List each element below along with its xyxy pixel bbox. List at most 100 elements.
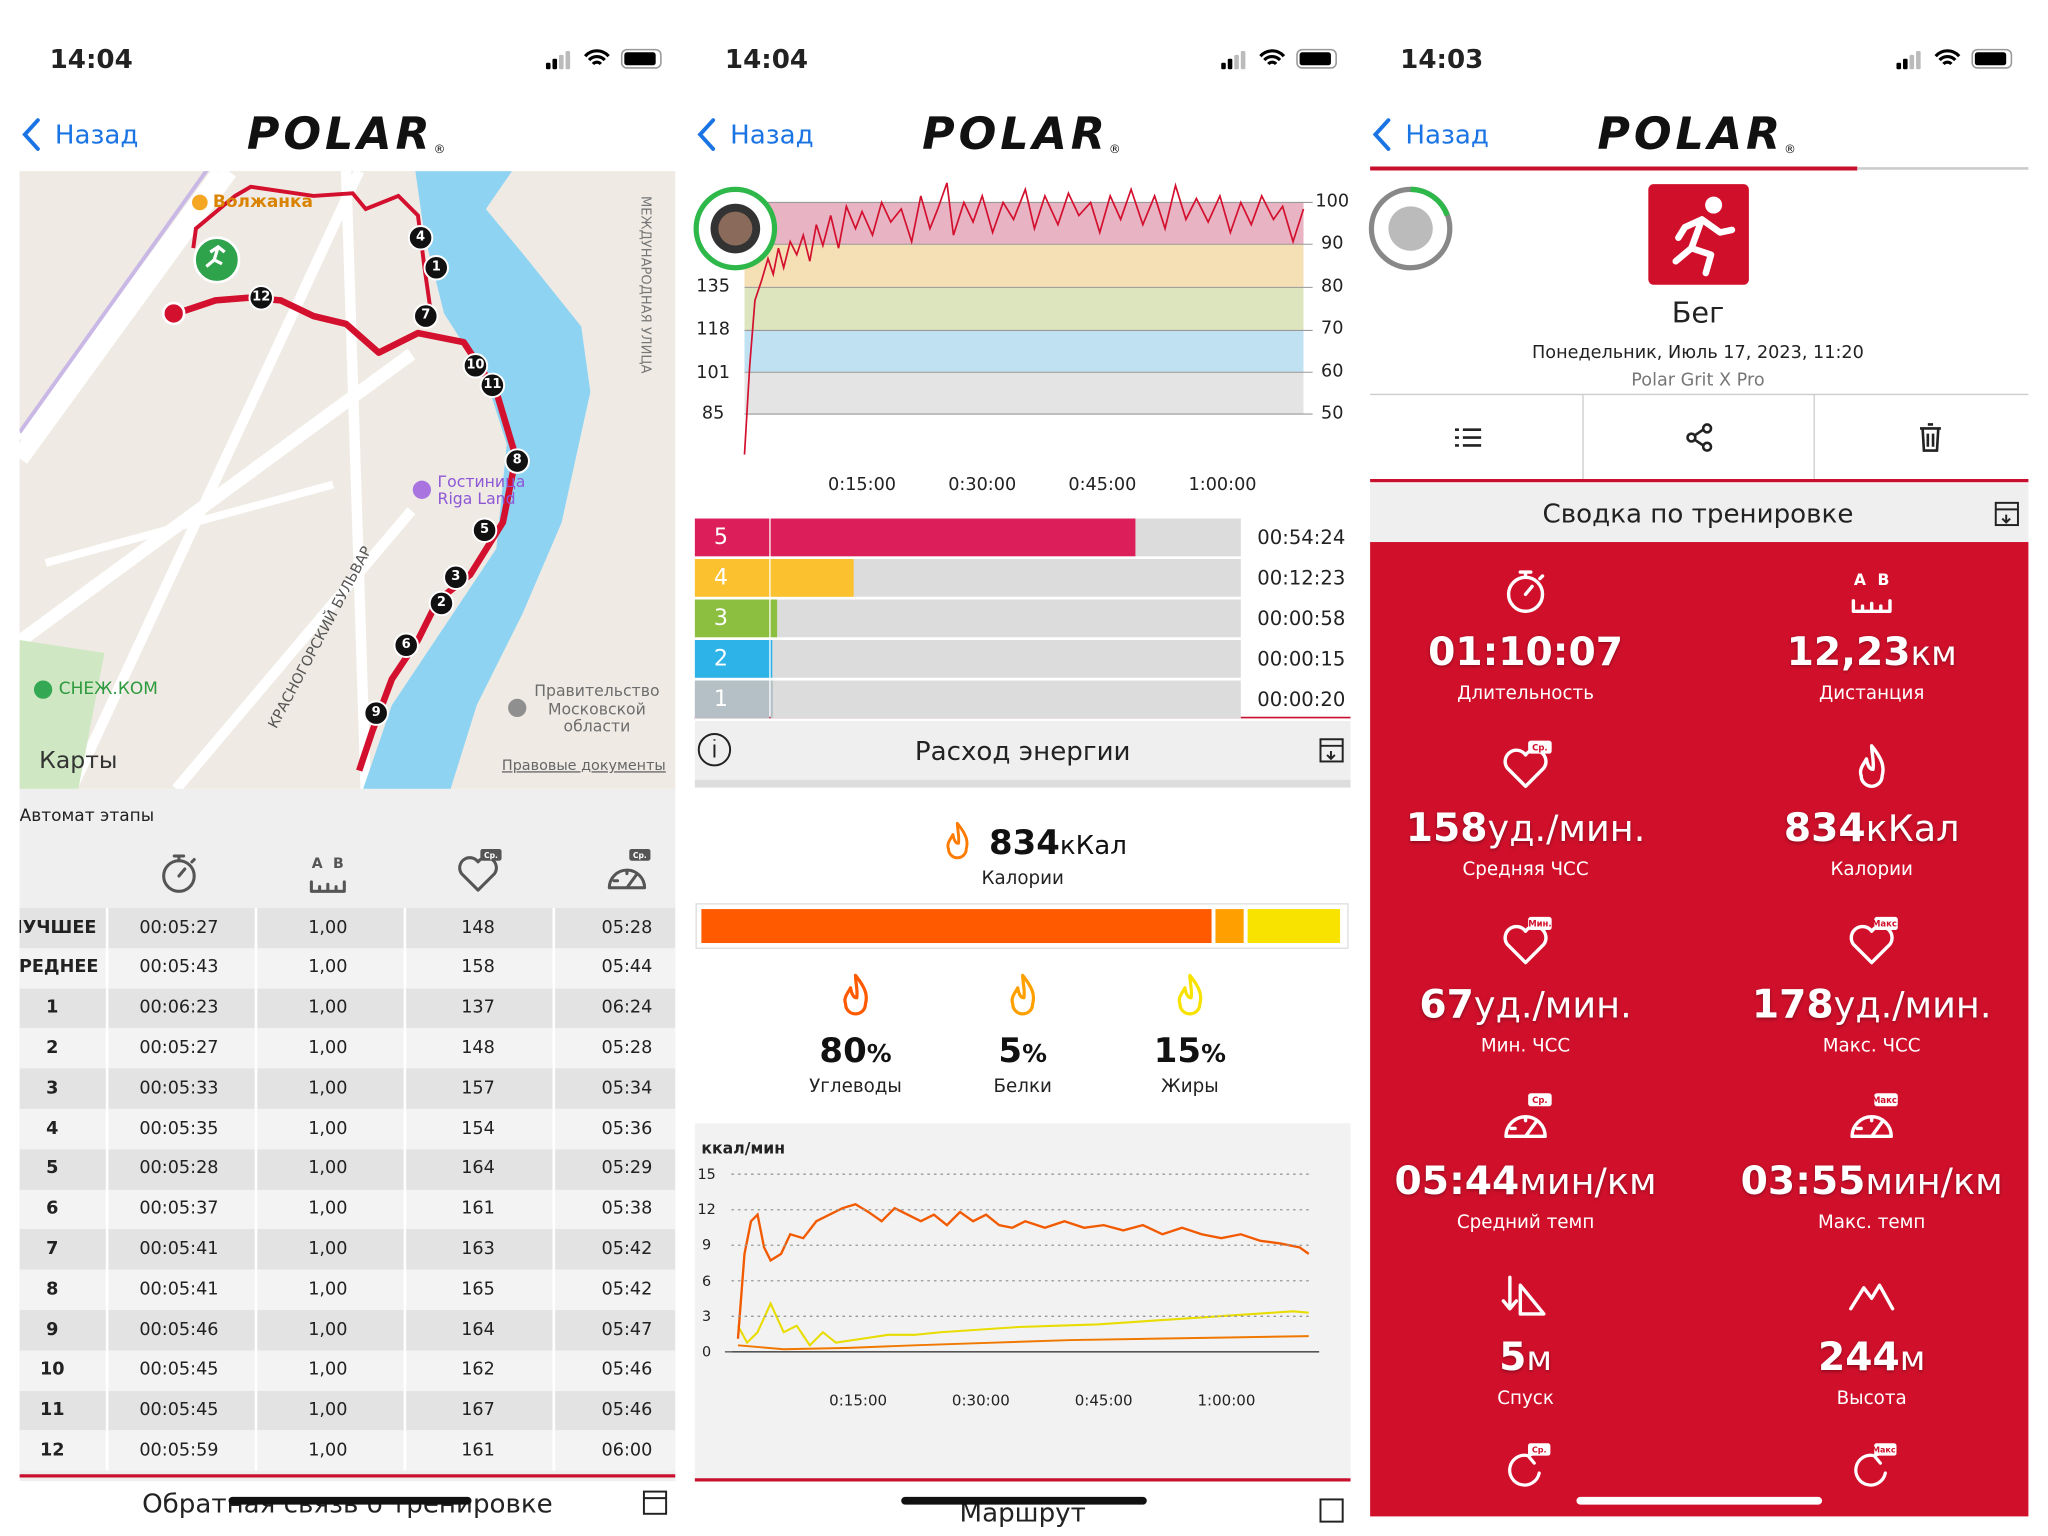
section-icons[interactable] <box>642 501 2019 1523</box>
back-button[interactable]: Назад <box>730 118 814 151</box>
lap-row <box>19 1350 676 1391</box>
stroke <box>1851 599 1892 613</box>
stat-value: 5м <box>1499 1338 1552 1380</box>
end-marker <box>161 301 186 326</box>
back-button[interactable]: Назад <box>1405 118 1489 151</box>
col-sep <box>403 1310 406 1351</box>
home-indicator <box>228 1496 472 1505</box>
lap-cell: 05:47 <box>601 1318 653 1340</box>
icon-mountain <box>1849 1283 1895 1311</box>
lap-cell: 00:05:46 <box>139 1318 219 1340</box>
col-sep <box>552 988 555 1029</box>
poi <box>33 680 53 699</box>
energy-percent: 80% <box>819 1034 891 1068</box>
lap-cell: 05:28 <box>601 916 653 938</box>
energy-source: Жиры <box>1161 1076 1219 1098</box>
watch-dial <box>718 211 753 246</box>
badge <box>629 848 651 861</box>
icon-shape <box>1851 599 1892 613</box>
icon-descent <box>1501 1275 1546 1316</box>
signal-bar <box>545 62 551 70</box>
y-tick-label: 80 <box>1321 275 1344 297</box>
col-sep <box>403 1430 406 1471</box>
lap-cell: 06:00 <box>601 1439 653 1461</box>
y-tick-label: 3 <box>702 1307 712 1325</box>
lap-cell: 161 <box>461 1198 495 1220</box>
icon-shape <box>1508 1450 1541 1487</box>
rail <box>19 171 209 434</box>
y-tick-label: 15 <box>697 1165 716 1183</box>
wifi <box>1934 49 1961 66</box>
col-sep <box>254 1390 257 1431</box>
lap-name: 10 <box>39 1359 65 1380</box>
percent-value: 15 <box>1153 1031 1202 1072</box>
map-drawing <box>19 171 591 789</box>
stat-label: Макс. ЧСС <box>1822 1035 1921 1057</box>
col-sep <box>254 1189 257 1230</box>
icon-gauge: Макс. <box>1850 1093 1900 1139</box>
badge-text: Ср. <box>484 851 498 860</box>
col-sep <box>105 907 108 948</box>
status-time: 14:04 <box>724 43 809 75</box>
stat-unit: уд./мин. <box>1487 807 1646 851</box>
lap-cell: 00:05:27 <box>139 1037 219 1059</box>
x-tick-label: 1:00:00 <box>1197 1391 1256 1410</box>
legal-link[interactable]: Правовые документы <box>501 756 666 774</box>
stroke <box>1177 973 1203 1016</box>
lap-cell: 137 <box>461 997 495 1018</box>
col-sep <box>403 1390 406 1431</box>
energy-carb-line <box>736 1202 1310 1339</box>
lap-cell: 05:42 <box>601 1278 653 1300</box>
icon-shape <box>1501 1275 1546 1316</box>
signal-bar <box>559 54 564 70</box>
logo-mark: ® <box>1108 143 1121 157</box>
energy-bar <box>695 903 1349 949</box>
stat-label: Мин. ЧСС <box>1480 1035 1571 1057</box>
toolbar-icons[interactable] <box>1455 423 1941 452</box>
lap-cell: 05:46 <box>601 1359 653 1380</box>
signal-bar <box>1916 50 1921 70</box>
lap-row <box>19 1108 676 1150</box>
badge-text: Ср. <box>633 851 647 860</box>
stroke <box>309 880 346 893</box>
back-chevron[interactable] <box>1371 118 1395 152</box>
lap-marker <box>471 517 498 544</box>
stat-value: 12,23км <box>1787 633 1957 672</box>
back-chevron[interactable] <box>696 118 720 152</box>
signal-bar <box>1896 62 1902 70</box>
badge-text: Макс. <box>1872 1095 1900 1105</box>
back-chevron[interactable] <box>21 118 45 152</box>
map[interactable]: 1 2 3 4 5 6 7 8 9 10 11 12 Волжанка Гостиница Riga Lan… <box>19 171 676 789</box>
percent-value: 80 <box>819 1031 867 1072</box>
icon-cycle: Макс. <box>1854 1443 1899 1487</box>
y-tick-label: 12 <box>697 1201 716 1219</box>
zone-bar <box>770 680 773 719</box>
percent-sign: % <box>1201 1039 1226 1069</box>
logo-text: POLAR <box>246 108 434 161</box>
icon-shape <box>1503 924 1548 965</box>
stat-label: Средний темп <box>1456 1212 1595 1233</box>
lap-cell: 05:36 <box>601 1117 653 1139</box>
icon-shape <box>607 868 647 890</box>
lap-cell: 05:34 <box>601 1077 653 1099</box>
back-button[interactable]: Назад <box>54 118 139 151</box>
badge <box>1528 916 1552 930</box>
stat-unit: м <box>1899 1340 1926 1380</box>
stat-unit: кКал <box>1865 807 1960 851</box>
lap-marker <box>479 372 506 399</box>
status-icons <box>545 48 662 70</box>
x-tick-label: 1:00:00 <box>1188 474 1257 496</box>
col-sep <box>403 1028 406 1069</box>
lap-cell: 1,00 <box>308 1238 348 1260</box>
lap-marker-label: 9 <box>371 705 381 720</box>
col-sep <box>403 1149 406 1190</box>
icon-cycle: Ср. <box>1508 1443 1551 1487</box>
stat-unit: м <box>1526 1340 1552 1380</box>
lap-cell: 05:29 <box>601 1157 653 1179</box>
section-title: Сводка по тренировке <box>1542 497 1854 529</box>
col-sep <box>552 1269 555 1311</box>
icon-gauge: Ср. <box>607 848 651 890</box>
lap-cell: 157 <box>461 1077 495 1099</box>
col-sep <box>552 1068 555 1109</box>
